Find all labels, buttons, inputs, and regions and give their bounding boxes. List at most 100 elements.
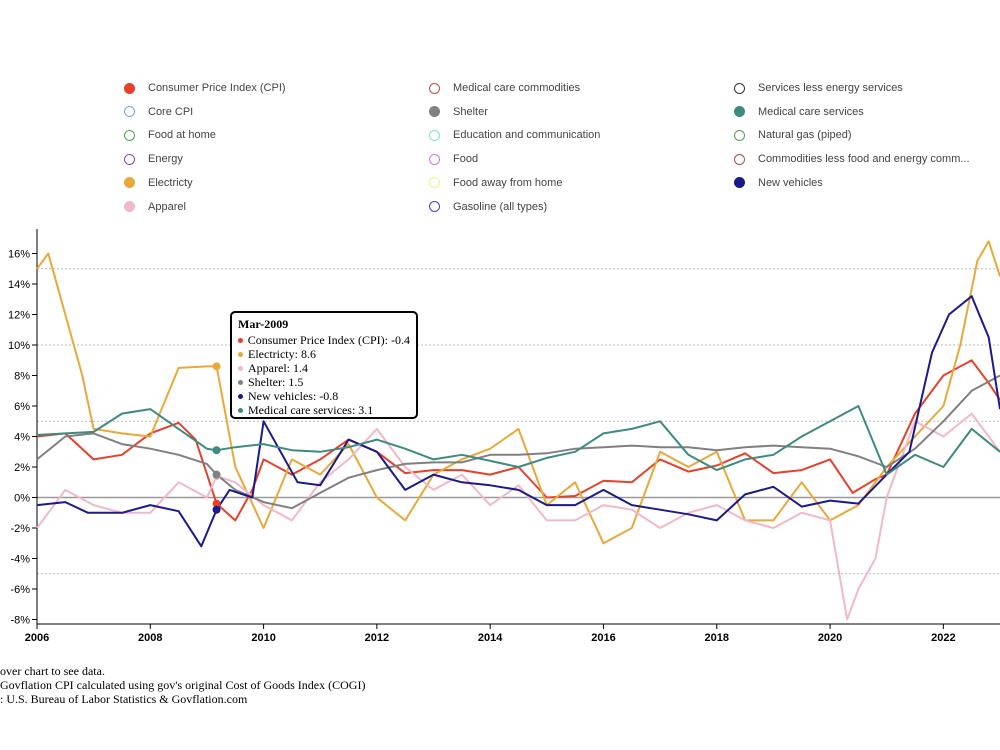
legend-item[interactable]: Natural gas (piped) <box>734 125 852 145</box>
methodology-note: Govflation CPI calculated using gov's or… <box>0 678 366 692</box>
legend-label: Natural gas (piped) <box>758 129 852 142</box>
legend-label: Consumer Price Index (CPI) <box>148 82 286 94</box>
x-tick-label: 2012 <box>365 632 389 644</box>
y-tick-label: 14% <box>8 279 30 291</box>
x-tick-label: 2020 <box>818 632 842 644</box>
legend-label: Medical care services <box>758 105 864 118</box>
tooltip-row: Medical care services: 3.1 <box>238 403 410 417</box>
y-tick-label: 6% <box>14 401 30 413</box>
y-tick-label: 8% <box>14 371 30 383</box>
legend-item[interactable]: Food away from home <box>429 173 562 193</box>
x-tick-label: 2014 <box>478 632 503 644</box>
legend-marker-icon <box>734 106 745 118</box>
x-tick-label: 2006 <box>25 632 49 644</box>
source-note: : U.S. Bureau of Labor Statistics & Govf… <box>0 692 248 706</box>
hover-point <box>212 505 221 514</box>
legend-item[interactable]: Services less energy services <box>734 78 903 98</box>
legend-item[interactable]: Education and communication <box>429 125 600 145</box>
legend-item[interactable]: Apparel <box>124 197 186 217</box>
y-tick-label: 12% <box>8 310 30 322</box>
legend-marker-icon <box>429 153 440 165</box>
y-tick-label: -6% <box>10 584 30 596</box>
x-tick-label: 2018 <box>705 632 729 644</box>
legend-item[interactable]: Gasoline (all types) <box>429 197 547 217</box>
y-tick-label: 16% <box>8 249 30 261</box>
legend-marker-icon <box>124 177 135 189</box>
legend-item[interactable]: Food <box>429 149 478 169</box>
tooltip-title: Mar-2009 <box>238 317 289 331</box>
line-chart[interactable]: -8% -6% -4% -2% 0% 2% 4% 6% 8% 10% 12% 14% 16% 2006 20… <box>0 0 1000 660</box>
legend-label: Gasoline (all types) <box>453 200 548 213</box>
hover-point <box>212 446 221 455</box>
legend-marker-icon <box>124 201 135 212</box>
legend-marker-icon <box>124 106 135 118</box>
legend-marker-icon <box>429 201 440 212</box>
legend-label: Food <box>453 153 479 166</box>
legend-marker-icon <box>429 177 440 189</box>
hover-point <box>212 499 221 508</box>
series-line <box>36 374 1000 510</box>
tooltip-dot-icon <box>238 379 243 385</box>
x-tick-label: 2016 <box>591 632 615 644</box>
legend-marker-icon <box>429 106 440 118</box>
legend-label: Shelter <box>453 105 488 118</box>
hover-point <box>212 362 221 371</box>
tooltip-row-text: Electricty: 8.6 <box>248 347 316 361</box>
chart-tooltip: Mar-2009 Consumer Price Index (CPI): -0.… <box>230 311 418 419</box>
legend-item[interactable]: Core CPI <box>124 102 193 122</box>
series-line <box>36 359 1000 522</box>
legend-label: Core CPI <box>148 105 194 118</box>
legend-label: Food at home <box>148 129 216 142</box>
tooltip-dot-icon <box>238 393 243 399</box>
tooltip-dot-icon <box>238 351 243 357</box>
tooltip-row: Shelter: 1.5 <box>238 375 410 389</box>
series-line <box>36 240 1000 545</box>
tooltip-row-text: Apparel: 1.4 <box>248 361 308 375</box>
legend-label: New vehicles <box>758 176 823 189</box>
tooltip-row-text: Consumer Price Index (CPI): -0.4 <box>247 333 410 347</box>
tooltip-dot-icon <box>238 337 243 343</box>
legend-marker-icon <box>734 82 745 94</box>
hover-instruction: over chart to see data. <box>0 664 105 678</box>
legend-label: Electricty <box>148 176 193 189</box>
legend-marker-icon <box>734 153 745 165</box>
chart-hover-markers <box>212 362 221 514</box>
tooltip-row-text: Medical care services: 3.1 <box>248 403 374 417</box>
legend-item[interactable]: Medical care commodities <box>429 78 580 98</box>
legend-marker-icon <box>124 129 135 141</box>
legend-label: Services less energy services <box>758 82 903 94</box>
tooltip-row-text: New vehicles: -0.8 <box>248 389 339 403</box>
tooltip-dot-icon <box>238 407 243 413</box>
legend-label: Food away from home <box>453 176 563 189</box>
tooltip-dot-icon <box>238 365 243 371</box>
chart-gridlines <box>37 268 1000 575</box>
legend-item[interactable]: Medical care services <box>734 102 864 122</box>
legend-item[interactable]: Shelter <box>429 102 488 122</box>
series-line <box>36 412 1000 621</box>
y-tick-label: -2% <box>10 523 30 535</box>
legend-item[interactable]: Energy <box>124 149 183 169</box>
x-tick-label: 2010 <box>251 632 275 644</box>
chart-series <box>36 240 1000 621</box>
x-tick-label: 2022 <box>931 632 955 644</box>
legend-marker-icon <box>124 153 135 165</box>
legend-item[interactable]: Electricty <box>124 173 193 193</box>
legend-marker-icon <box>429 129 440 141</box>
tooltip-rows: Consumer Price Index (CPI): -0.4 Electric… <box>238 333 410 417</box>
chart-notes: over chart to see data. Govflation CPI c… <box>0 664 365 706</box>
y-tick-label: 10% <box>8 340 30 352</box>
tooltip-row-text: Shelter: 1.5 <box>248 375 304 389</box>
legend-item[interactable]: Food at home <box>124 125 216 145</box>
chart-legend: Consumer Price Index (CPI) Core CPI Food a… <box>0 0 1000 225</box>
legend-marker-icon <box>734 177 745 189</box>
legend-item[interactable]: New vehicles <box>734 173 823 193</box>
legend-item[interactable]: Commodities less food and energy comm... <box>734 149 970 169</box>
tooltip-row: Electricty: 8.6 <box>238 347 410 361</box>
tooltip-row: Apparel: 1.4 <box>238 361 410 375</box>
hover-point <box>212 470 221 479</box>
legend-label: Commodities less food and energy comm... <box>758 153 970 166</box>
chart-axes: -8% -6% -4% -2% 0% 2% 4% 6% 8% 10% 12% 14% 16% 2006 20… <box>8 229 1000 644</box>
x-tick-label: 2008 <box>138 632 162 644</box>
legend-item[interactable]: Consumer Price Index (CPI) <box>124 78 286 98</box>
y-tick-label: -4% <box>10 554 30 566</box>
